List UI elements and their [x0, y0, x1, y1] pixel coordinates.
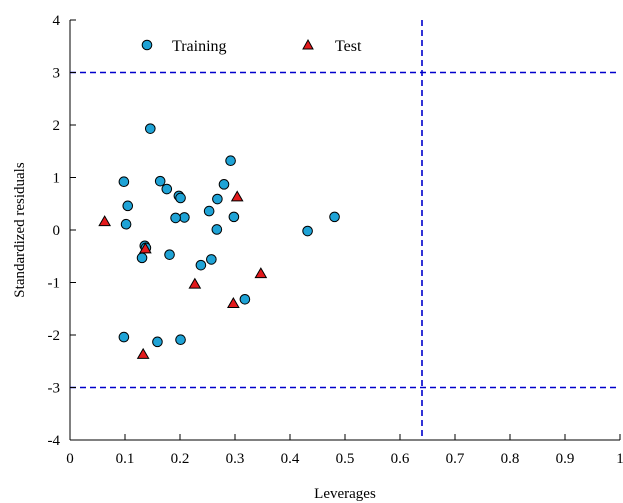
training-point	[164, 249, 175, 260]
training-point	[203, 205, 215, 217]
training-point	[225, 155, 236, 166]
x-axis-label: Leverages	[314, 486, 376, 502]
training-point	[218, 179, 230, 190]
training-point	[195, 259, 207, 271]
test-point	[188, 277, 202, 289]
x-tick-label: 0.3	[226, 451, 245, 467]
y-tick-label: 4	[53, 13, 61, 29]
legend-training-label: Training	[172, 38, 227, 55]
x-tick-label: 0.4	[281, 451, 300, 467]
training-point	[145, 123, 156, 134]
y-tick-label: -2	[48, 328, 61, 344]
training-point	[228, 211, 240, 223]
x-tick-label: 0.1	[116, 451, 135, 467]
x-tick-label: 0	[66, 451, 74, 467]
y-tick-label: -3	[48, 381, 61, 397]
data-points	[98, 123, 340, 359]
y-tick-label: -1	[48, 276, 61, 292]
y-tick-label: 0	[53, 223, 61, 239]
y-axis-ticks: 4 3 2 1 0 -1 -2 -3 -4	[48, 13, 76, 449]
training-point	[161, 183, 173, 195]
test-point	[254, 267, 268, 279]
y-tick-label: 1	[53, 171, 61, 187]
x-tick-label: 0.9	[556, 451, 575, 467]
x-axis-ticks: 0 0.1 0.2 0.3 0.4 0.5 0.6 0.7 0.8 0.9 1	[66, 434, 623, 467]
x-tick-label: 1	[616, 451, 623, 467]
x-tick-label: 0.2	[171, 451, 190, 467]
training-point	[329, 211, 340, 223]
legend-test-marker	[302, 38, 314, 50]
test-point	[136, 347, 150, 359]
y-axis-label: Standardized residuals	[12, 162, 28, 298]
training-point	[170, 212, 181, 224]
test-point	[138, 242, 152, 254]
training-point	[175, 334, 186, 346]
training-point	[122, 200, 134, 212]
x-tick-label: 0.6	[391, 451, 410, 467]
training-point	[175, 192, 186, 204]
test-point	[98, 215, 112, 227]
training-point	[211, 224, 223, 235]
y-tick-label: 3	[53, 66, 61, 82]
test-point	[226, 297, 240, 308]
y-tick-label: 2	[53, 118, 61, 134]
training-point	[152, 336, 163, 348]
training-point	[239, 294, 251, 305]
legend-training-marker	[141, 39, 153, 51]
legend-test-label: Test	[335, 38, 362, 55]
training-point	[118, 331, 130, 343]
training-point	[154, 175, 166, 187]
training-point	[136, 252, 148, 264]
legend: Training Test	[141, 38, 362, 55]
training-point	[118, 176, 130, 187]
x-tick-label: 0.7	[446, 451, 465, 467]
y-tick-label: -4	[48, 433, 61, 449]
training-point	[302, 225, 313, 237]
training-point	[206, 254, 217, 265]
plot-frame	[69, 20, 620, 441]
training-point	[120, 218, 132, 230]
training-point	[212, 193, 223, 205]
test-point	[230, 190, 244, 202]
x-tick-label: 0.5	[336, 451, 355, 467]
training-point	[179, 212, 190, 223]
reference-lines	[70, 20, 620, 440]
x-tick-label: 0.8	[501, 451, 520, 467]
